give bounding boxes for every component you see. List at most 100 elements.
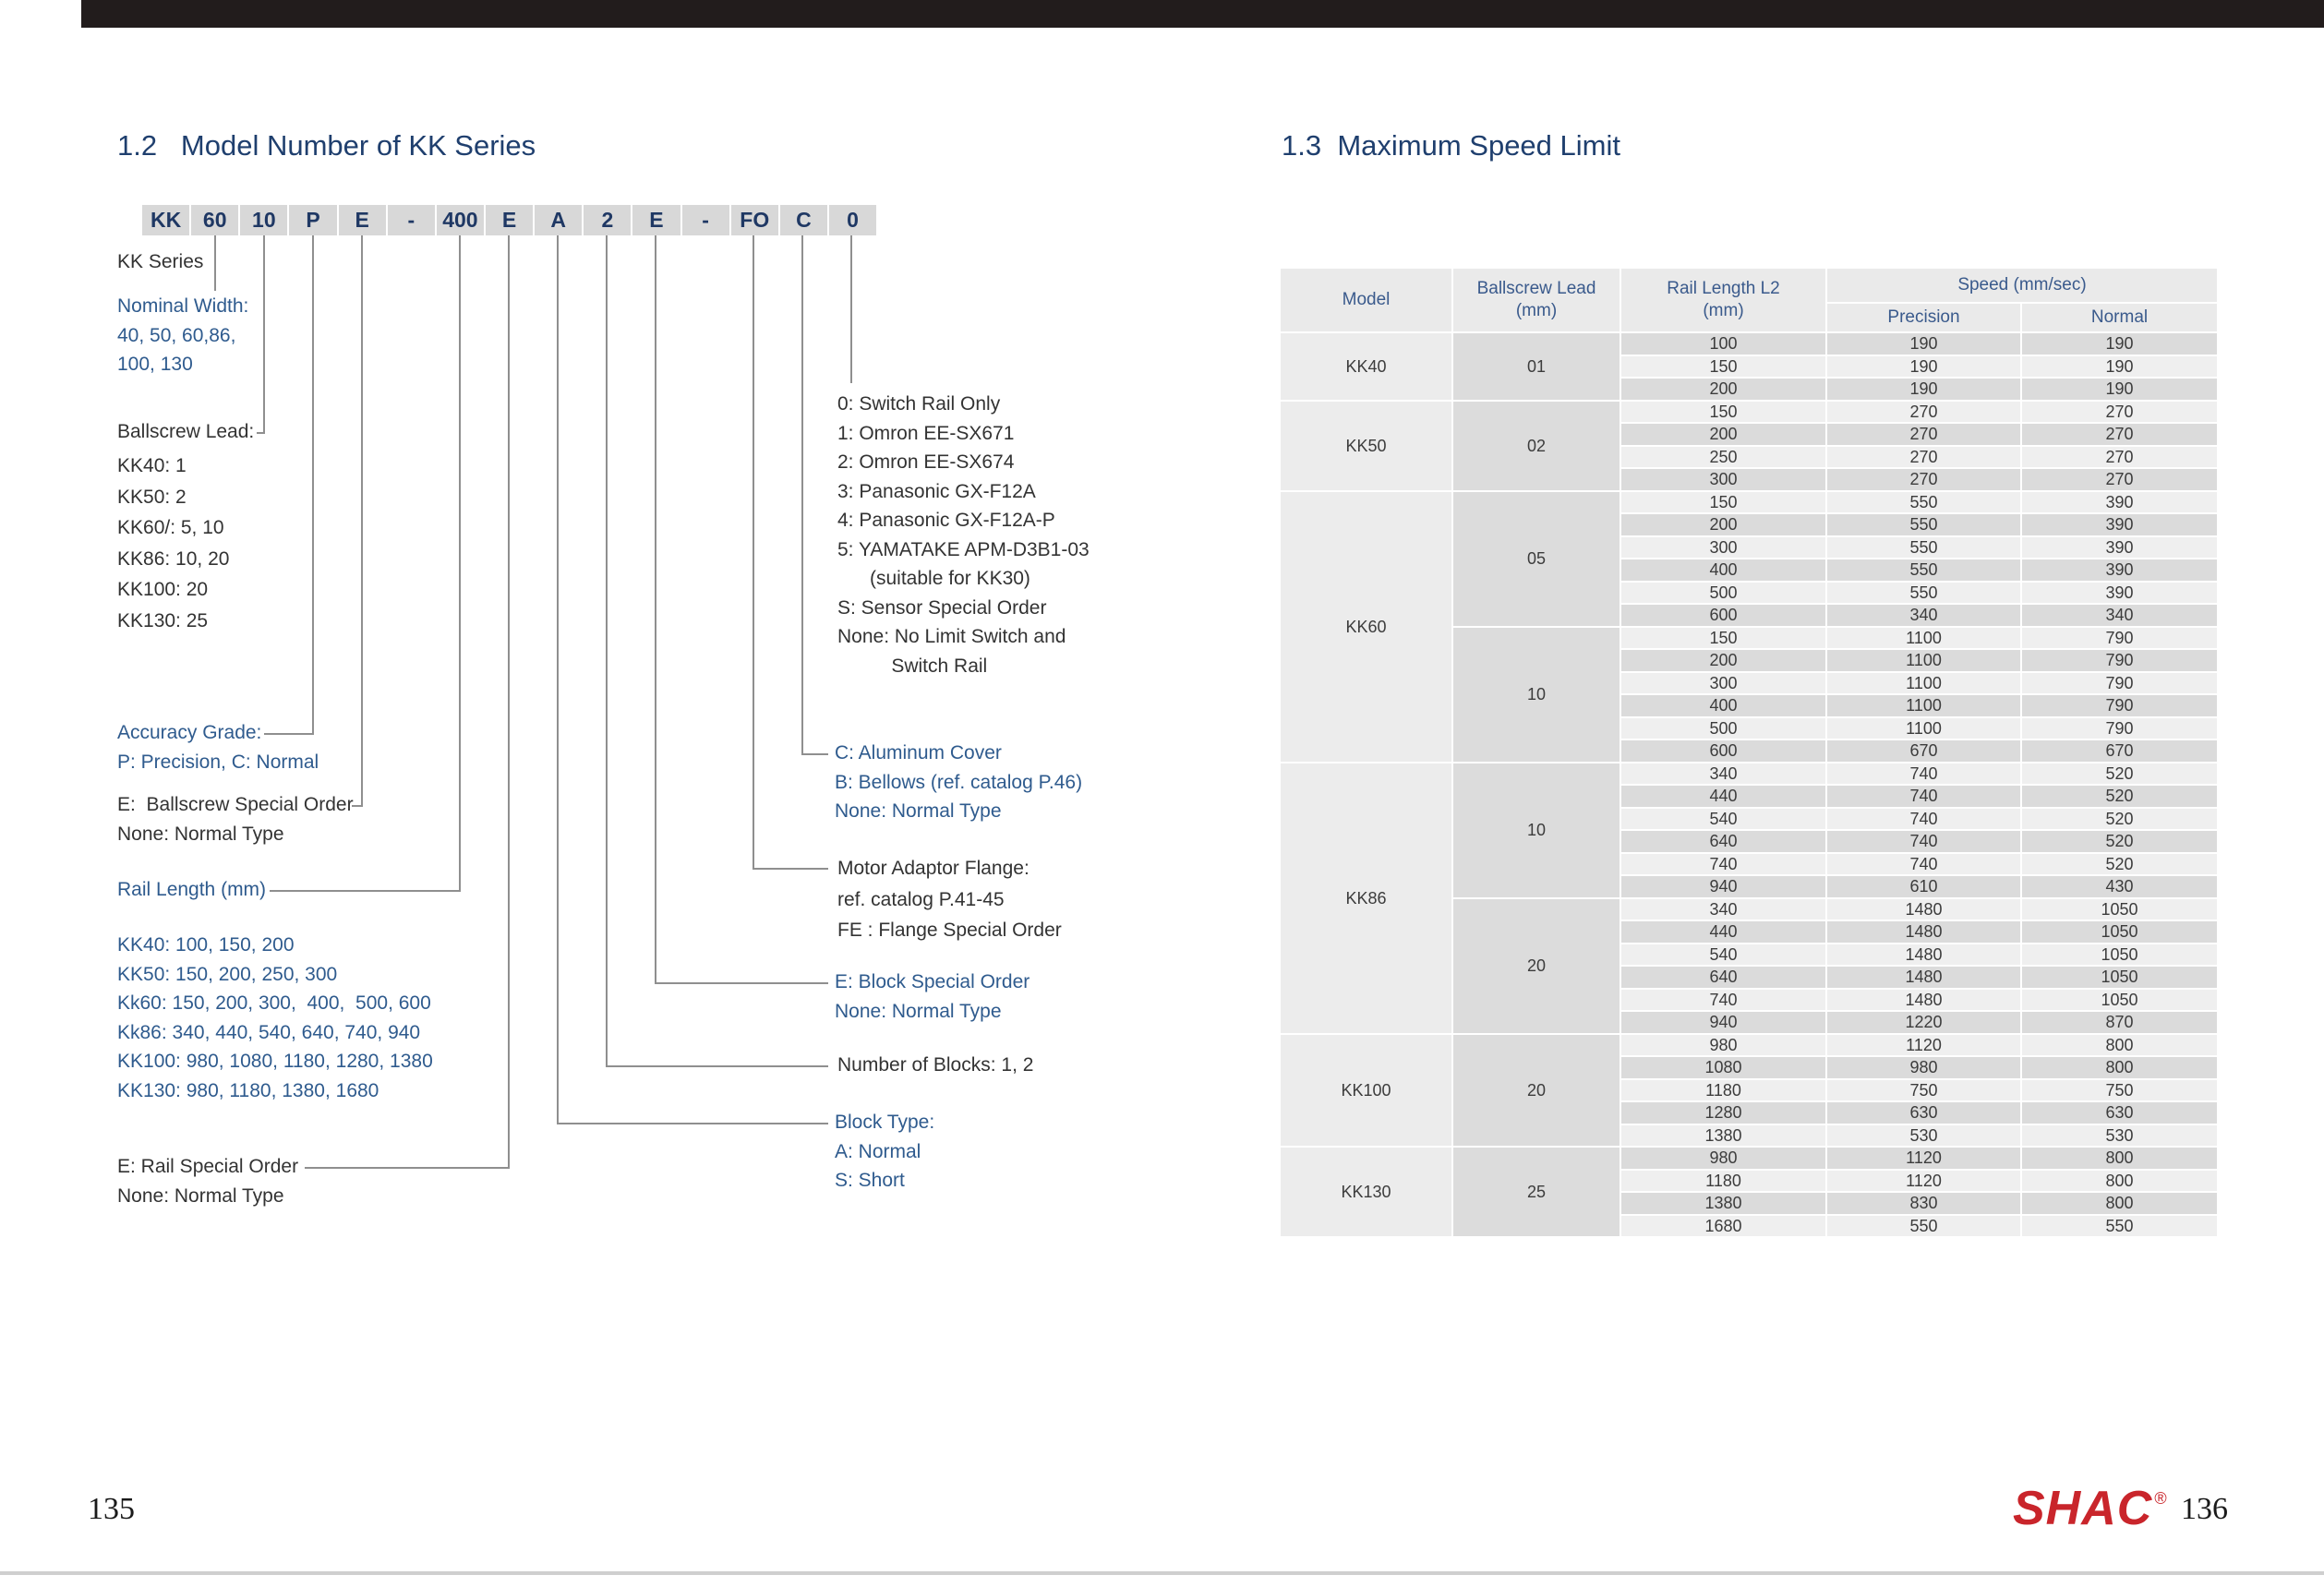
anno-accuracy-grade: Accuracy Grade: P: Precision, C: Normal [117,718,319,776]
table-row: 300 550 390 [1281,536,2217,558]
anno-rail-special: E: Rail Special Order None: Normal Type [117,1152,298,1210]
anno-number-of-blocks: Number of Blocks: 1, 2 [837,1051,1033,1080]
normal-cell: 1050 [2022,944,2217,965]
normal-cell: 390 [2022,559,2217,581]
anno-ballscrew-lead-label: Ballscrew Lead: [117,417,254,447]
precision-cell: 750 [1827,1079,2020,1100]
table-row: KK130 25 980 1120 800 [1281,1148,2217,1236]
table-row: 200 190 190 [1281,379,2217,400]
text-line: KK130: 25 [117,609,209,631]
precision-cell: 1220 [1827,1012,2020,1033]
precision-cell: 1100 [1827,717,2020,739]
precision-cell: 530 [1827,1124,2020,1146]
lead-cell: 10 [1453,763,1620,897]
leader-line [655,982,828,984]
normal-cell: 190 [2022,355,2217,377]
table-row: KK40 01 100 190 190 [1281,333,2217,400]
table-row: 940 610 430 [1281,876,2217,897]
text-line: Kk60: 150, 200, 300, 400, 500, 600 [117,992,431,1014]
normal-cell: 1050 [2022,967,2217,988]
rail-length-cell: 300 [1621,672,1825,693]
table-row: 540 740 520 [1281,808,2217,829]
speed-table-body: KK40 01 100 190 190 150 190 190 200 190 190 KK50 02 1… [1281,333,2217,1236]
page-number-right: 136 [2181,1492,2228,1526]
leader-line [557,235,559,1124]
anno-block-special: E: Block Special Order None: Normal Type [835,968,1030,1026]
table-row: 440 740 520 [1281,786,2217,807]
normal-cell: 430 [2022,876,2217,897]
normal-cell: 520 [2022,808,2217,829]
text-line: 1: Omron EE-SX671 [837,422,1015,444]
normal-cell: 1050 [2022,898,2217,920]
normal-cell: 790 [2022,672,2217,693]
table-row: KK60 05 150 550 390 [1281,491,2217,762]
table-row: 300 270 270 [1281,469,2217,490]
bottom-rule [0,1571,2324,1575]
normal-cell: 750 [2022,1079,2217,1100]
text-line: KK100: 980, 1080, 1180, 1280, 1380 [117,1051,433,1072]
lead-cell: 20 [1453,898,1620,1033]
rail-length-cell: 1180 [1621,1170,1825,1191]
header-line: (mm) [1703,301,1744,320]
lead-cell: 05 [1453,491,1620,626]
rail-length-cell: 1180 [1621,1079,1825,1100]
brand-name: SHAC [2013,1482,2153,1535]
table-row: 1180 750 750 [1281,1079,2217,1100]
rail-length-cell: 200 [1621,514,1825,535]
precision-cell: 1480 [1827,989,2020,1010]
rail-length-cell: 440 [1621,786,1825,807]
table-row: 200 550 390 [1281,514,2217,535]
col-header-ballscrew-lead: Ballscrew Lead (mm) [1453,269,1620,331]
text-line: FE : Flange Special Order [837,920,1062,941]
rail-length-cell: 980 [1621,1034,1825,1055]
leader-line [801,235,803,754]
leader-line [459,235,461,891]
table-row: 600 670 670 [1281,740,2217,762]
table-row: 740 740 520 [1281,853,2217,874]
precision-cell: 270 [1827,446,2020,467]
normal-cell: 800 [2022,1170,2217,1191]
precision-cell: 1480 [1827,944,2020,965]
text-line: KK130: 980, 1180, 1380, 1680 [117,1079,379,1101]
normal-cell: 800 [2022,1034,2217,1055]
text-line: Switch Rail [837,655,988,677]
rail-length-cell: 400 [1621,695,1825,716]
leader-line [312,235,314,734]
text-line: None: Normal Type [117,1184,284,1207]
leader-line [606,235,608,1066]
normal-cell: 530 [2022,1124,2217,1146]
precision-cell: 190 [1827,355,2020,377]
text-line: 5: YAMATAKE APM-D3B1-03 [837,538,1090,560]
rail-length-cell: 940 [1621,1012,1825,1033]
text-line: KK40: 100, 150, 200 [117,934,295,956]
section-title-model-number: 1.2 Model Number of KK Series [117,129,536,162]
rail-length-cell: 150 [1621,401,1825,422]
leader-line [305,1167,510,1169]
table-row: 740 1480 1050 [1281,989,2217,1010]
anno-rail-length-values: KK40: 100, 150, 200 KK50: 150, 200, 250, … [117,931,433,1105]
code-segment: 60 [191,205,239,235]
normal-cell: 390 [2022,491,2217,512]
text-line: KK50: 150, 200, 250, 300 [117,963,338,985]
normal-cell: 1050 [2022,989,2217,1010]
text-line: Nominal Width: [117,295,249,317]
rail-length-cell: 740 [1621,853,1825,874]
table-row: 10 150 1100 790 [1281,627,2217,762]
leader-line [270,890,461,892]
model-code-strip: KK 60 10 P E -400 E A 2 E - FO C 0 [142,205,877,235]
code-segment: E [632,205,680,235]
table-row: 540 1480 1050 [1281,944,2217,965]
rail-length-cell: 640 [1621,831,1825,852]
table-row: 200 1100 790 [1281,650,2217,671]
precision-cell: 190 [1827,333,2020,355]
table-row: KK86 10 340 740 520 [1281,763,2217,1033]
anno-ballscrew-lead-values: KK40: 1 KK50: 2 KK60/: 5, 10 KK86: 10, 20 KK… [117,451,229,636]
leader-line [508,235,510,1168]
code-segment: 0 [828,205,877,235]
lead-cell: 25 [1453,1148,1620,1236]
precision-cell: 1100 [1827,627,2020,648]
table-row: 400 1100 790 [1281,695,2217,716]
rail-length-cell: 400 [1621,559,1825,581]
precision-cell: 610 [1827,876,2020,897]
normal-cell: 270 [2022,469,2217,490]
